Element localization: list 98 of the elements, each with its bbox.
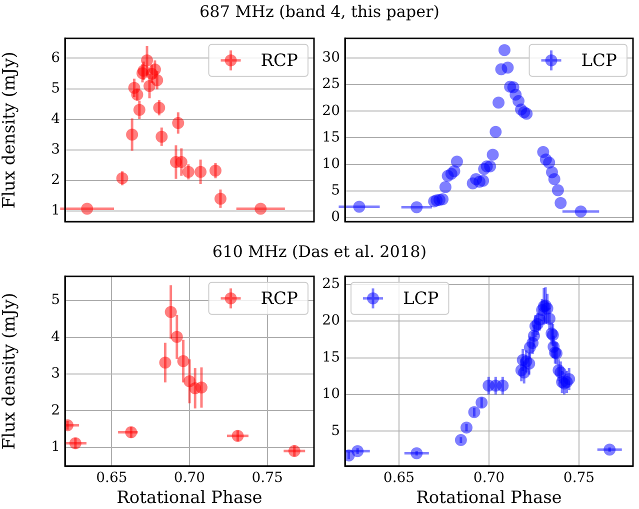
point [175, 156, 188, 168]
point [520, 108, 533, 120]
y-tick-label: 25 [322, 76, 340, 92]
point [159, 356, 172, 369]
y-tick-label: 6 [51, 50, 60, 66]
point [352, 445, 364, 458]
point [232, 430, 244, 442]
legend-label: LCP [403, 288, 439, 309]
y-tick-label: 4 [51, 110, 60, 127]
y-tick-label: 10 [322, 386, 340, 402]
chart-title: 610 MHz (Das et al. 2018) [211, 242, 428, 261]
y-tick-label: 2 [51, 172, 60, 188]
point [254, 202, 267, 215]
point [151, 74, 164, 86]
point [552, 184, 564, 196]
point [410, 201, 423, 214]
point [177, 355, 190, 368]
x-tick-label: 0.70 [174, 470, 206, 486]
point [170, 330, 183, 343]
point [528, 330, 540, 342]
point [148, 64, 161, 76]
point [490, 126, 502, 138]
point [496, 380, 509, 392]
point [563, 373, 576, 386]
x-tick-label: 0.75 [252, 470, 283, 486]
point [125, 426, 138, 438]
point [209, 164, 222, 177]
legend-label: RCP [260, 50, 298, 71]
y-tick-label: 15 [322, 129, 340, 146]
x-axis-title: Rotational Phase [116, 488, 262, 508]
point [141, 54, 154, 66]
x-axis-title: Rotational Phase [416, 488, 562, 508]
y-tick-label: 5 [331, 182, 340, 198]
point [492, 96, 505, 109]
point [448, 165, 460, 178]
x-tick-label: 0.65 [383, 470, 415, 486]
y-tick-label: 3 [51, 141, 60, 158]
point [486, 148, 499, 161]
point [574, 206, 587, 218]
y-tick-label: 0 [331, 208, 340, 225]
point [498, 44, 510, 56]
x-tick-label: 0.75 [563, 470, 595, 486]
point [484, 160, 496, 172]
point [144, 80, 156, 92]
point [450, 156, 463, 168]
point [182, 166, 194, 178]
point [288, 444, 300, 457]
point [214, 192, 226, 205]
legend-label: RCP [260, 288, 298, 309]
point [476, 396, 488, 409]
point [81, 202, 94, 215]
point [116, 172, 128, 184]
point [523, 358, 536, 370]
point [153, 102, 166, 114]
y-tick-label: 2 [51, 402, 60, 418]
x-tick-label: 0.65 [96, 470, 128, 486]
point [410, 447, 423, 460]
point [502, 62, 514, 74]
point [477, 174, 490, 187]
y-tick-label: 4 [51, 328, 60, 345]
y-axis-title: Flux density (mJy) [0, 52, 20, 208]
y-tick-label: 1 [51, 202, 60, 219]
y-tick-label: 5 [51, 80, 60, 96]
y-tick-label: 30 [322, 50, 340, 66]
point [194, 166, 207, 178]
point [454, 434, 467, 446]
x-tick-label: 0.70 [473, 470, 505, 486]
y-tick-label: 10 [322, 156, 340, 172]
y-tick-label: 5 [51, 292, 60, 308]
point [436, 193, 449, 206]
point [195, 382, 208, 394]
point [172, 116, 184, 129]
point [164, 306, 177, 318]
y-tick-label: 20 [322, 312, 340, 329]
y-tick-label: 5 [331, 422, 340, 439]
point [518, 366, 530, 378]
point [439, 181, 452, 194]
point [548, 173, 560, 186]
point [604, 444, 616, 456]
point [69, 437, 82, 450]
point [126, 128, 138, 141]
y-tick-label: 3 [51, 366, 60, 382]
point [543, 156, 556, 169]
y-tick-label: 1 [51, 438, 60, 455]
y-tick-label: 15 [322, 349, 340, 366]
point [541, 302, 554, 315]
y-axis-title: Flux density (mJy) [0, 292, 20, 450]
point [468, 406, 480, 418]
chart-title: 687 MHz (band 4, this paper) [198, 2, 440, 21]
y-tick-label: 25 [322, 276, 340, 292]
point [353, 200, 366, 213]
point [554, 197, 567, 210]
legend-label: LCP [581, 50, 618, 71]
point [133, 104, 146, 116]
point [460, 422, 472, 434]
point [156, 130, 168, 143]
y-tick-label: 20 [322, 102, 340, 119]
point [543, 312, 556, 325]
